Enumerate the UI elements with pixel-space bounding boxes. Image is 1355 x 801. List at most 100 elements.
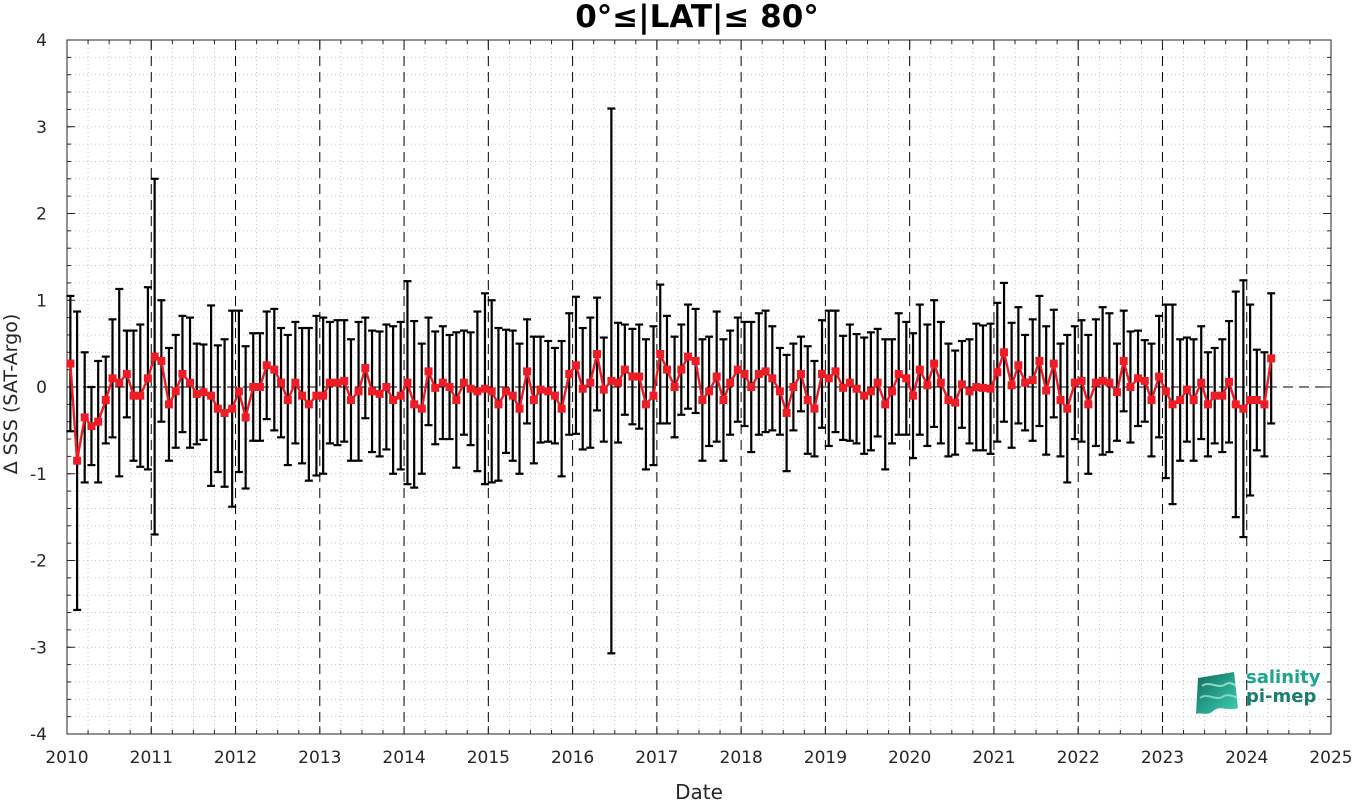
data-point: [1176, 396, 1185, 405]
data-point: [768, 374, 777, 383]
data-point: [951, 398, 960, 407]
data-point: [986, 384, 995, 393]
data-point: [487, 387, 496, 396]
x-tick-label: 2010: [45, 748, 88, 768]
data-point: [698, 396, 707, 405]
data-point: [915, 365, 924, 374]
data-point: [649, 391, 658, 400]
data-point: [1218, 391, 1227, 400]
data-point: [641, 400, 650, 409]
data-point: [466, 384, 475, 393]
data-point: [1126, 383, 1135, 391]
data-point: [515, 404, 524, 413]
data-point: [298, 391, 307, 400]
data-point: [333, 378, 342, 387]
data-point: [108, 374, 117, 383]
data-point: [866, 387, 875, 396]
data-point: [1035, 356, 1044, 365]
data-point: [599, 385, 608, 394]
logo-line1: salinity: [1246, 667, 1321, 688]
data-point: [550, 391, 559, 400]
data-point: [944, 396, 953, 405]
y-tick-label: -3: [30, 638, 47, 658]
data-point: [199, 388, 208, 397]
data-point: [1189, 396, 1198, 405]
data-point: [361, 363, 370, 372]
data-point: [965, 387, 974, 396]
data-point: [852, 384, 861, 393]
data-point: [571, 361, 580, 370]
data-point: [578, 384, 587, 393]
data-point: [396, 391, 405, 400]
logo-line2: pi-mep: [1246, 686, 1317, 707]
data-point: [1182, 385, 1191, 394]
data-point: [719, 396, 728, 405]
data-point: [1203, 400, 1212, 409]
data-point: [255, 383, 264, 391]
data-point: [171, 387, 180, 396]
data-point: [1098, 376, 1107, 385]
data-point: [656, 350, 665, 359]
data-point: [1119, 356, 1128, 365]
data-point: [241, 413, 250, 422]
data-point: [1147, 396, 1156, 405]
data-point: [480, 384, 489, 393]
data-point: [1014, 361, 1023, 370]
data-point: [565, 369, 574, 378]
data-point: [529, 396, 538, 405]
data-point: [789, 383, 798, 391]
data-point: [684, 352, 693, 361]
y-tick-label: 2: [36, 205, 47, 225]
data-point: [593, 350, 602, 359]
data-point: [1105, 378, 1114, 387]
data-point: [993, 368, 1002, 377]
x-tick-label: 2016: [551, 748, 594, 768]
data-point: [340, 376, 349, 385]
data-point: [796, 369, 805, 378]
data-point: [452, 396, 461, 405]
data-point: [213, 404, 222, 413]
data-point: [978, 383, 987, 392]
data-point: [136, 391, 145, 400]
x-tick-label: 2015: [467, 748, 510, 768]
data-point: [459, 378, 468, 387]
data-point: [845, 378, 854, 387]
data-point: [66, 359, 75, 368]
data-point: [740, 369, 749, 378]
data-point: [410, 400, 419, 409]
salinity-pi-mep-logo: salinity pi-mep: [1194, 668, 1324, 716]
series-markers: [66, 348, 1276, 465]
data-point: [87, 422, 96, 431]
data-point: [1168, 400, 1177, 409]
x-tick-label: 2024: [1225, 748, 1268, 768]
data-point: [923, 381, 932, 390]
data-point: [494, 400, 503, 409]
x-tick-label: 2025: [1309, 748, 1352, 768]
data-point: [930, 359, 939, 368]
x-tick-label: 2011: [130, 748, 173, 768]
data-point: [508, 391, 517, 400]
data-point: [691, 356, 700, 365]
data-point: [143, 374, 152, 383]
data-point: [894, 369, 903, 378]
data-point: [277, 378, 286, 387]
data-point: [887, 387, 896, 396]
data-point: [368, 387, 377, 396]
x-tick-label: 2022: [1057, 748, 1100, 768]
data-point: [662, 365, 671, 374]
y-tick-label: 1: [36, 291, 47, 311]
data-point: [775, 387, 784, 396]
data-point: [1197, 378, 1206, 387]
data-point: [824, 374, 833, 383]
data-point: [860, 391, 869, 400]
data-point: [803, 396, 812, 405]
data-point: [319, 391, 328, 400]
y-tick-label: 3: [36, 118, 47, 138]
data-point: [1063, 404, 1072, 413]
data-point: [424, 367, 433, 376]
data-point: [831, 367, 840, 376]
data-point: [94, 417, 103, 426]
data-point: [1077, 376, 1086, 385]
data-point: [312, 391, 321, 400]
